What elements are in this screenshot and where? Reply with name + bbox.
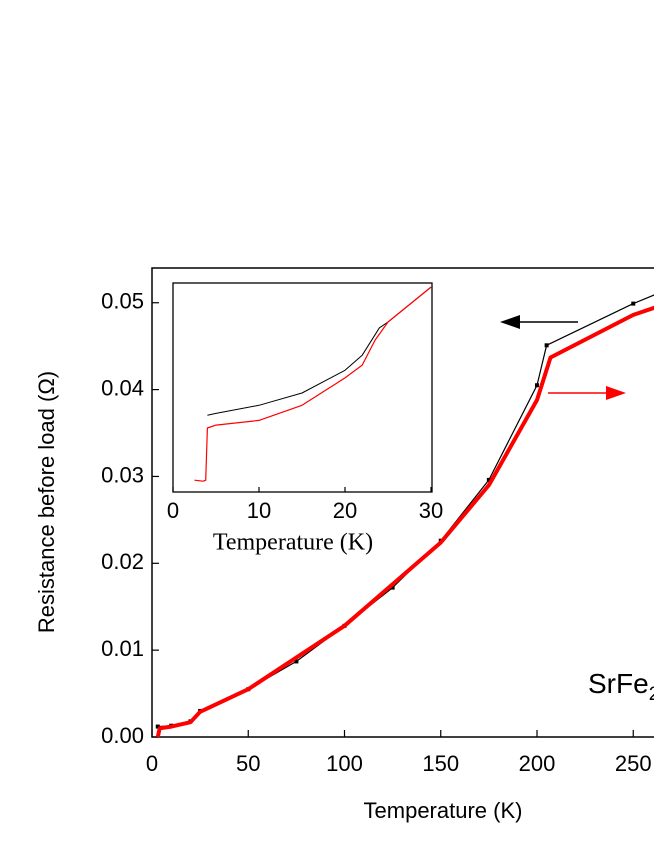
annotation: SrFe2As [588, 668, 654, 705]
data-line [207, 286, 432, 416]
x-tick-label: 10 [247, 498, 271, 523]
x-tick-label: 200 [519, 751, 556, 776]
x-tick-label: 0 [146, 751, 158, 776]
data-point [155, 724, 160, 729]
x-tick-label: 50 [236, 751, 260, 776]
x-tick-label: 250 [615, 751, 652, 776]
y-tick-label: 0.04 [101, 375, 144, 400]
y-tick-label: 0.00 [101, 723, 144, 748]
data-line [194, 286, 432, 482]
data-point [535, 383, 539, 388]
inset-plot: 0 10 20 30 [167, 286, 443, 523]
x-tick-label: 20 [333, 498, 357, 523]
annotation-part: 2 [649, 684, 654, 705]
inset-x-axis-label: Temperature (K) [213, 530, 373, 556]
x-tick-label: 0 [167, 498, 179, 523]
y-axis-label: Resistance before load (Ω) [34, 371, 59, 633]
y-tick-label: 0.02 [101, 549, 144, 574]
data-point [390, 585, 395, 590]
right-arrow [548, 386, 626, 400]
data-point [631, 301, 636, 306]
y-tick-label: 0.03 [101, 462, 144, 487]
data-point [544, 343, 549, 348]
y-tick-label: 0.05 [101, 289, 144, 314]
x-tick-label: 30 [419, 498, 443, 523]
x-tick-label: 150 [422, 751, 459, 776]
data-line [155, 305, 654, 738]
annotation-part: SrFe [588, 668, 649, 699]
data-point [486, 477, 491, 482]
inset-background [173, 283, 432, 492]
x-axis-label: Temperature (K) [364, 798, 523, 823]
data-point [294, 659, 299, 664]
left-arrow [500, 315, 578, 329]
y-tick-label: 0.01 [101, 636, 144, 661]
inset-frame [172, 282, 433, 493]
x-tick-label: 100 [326, 751, 363, 776]
